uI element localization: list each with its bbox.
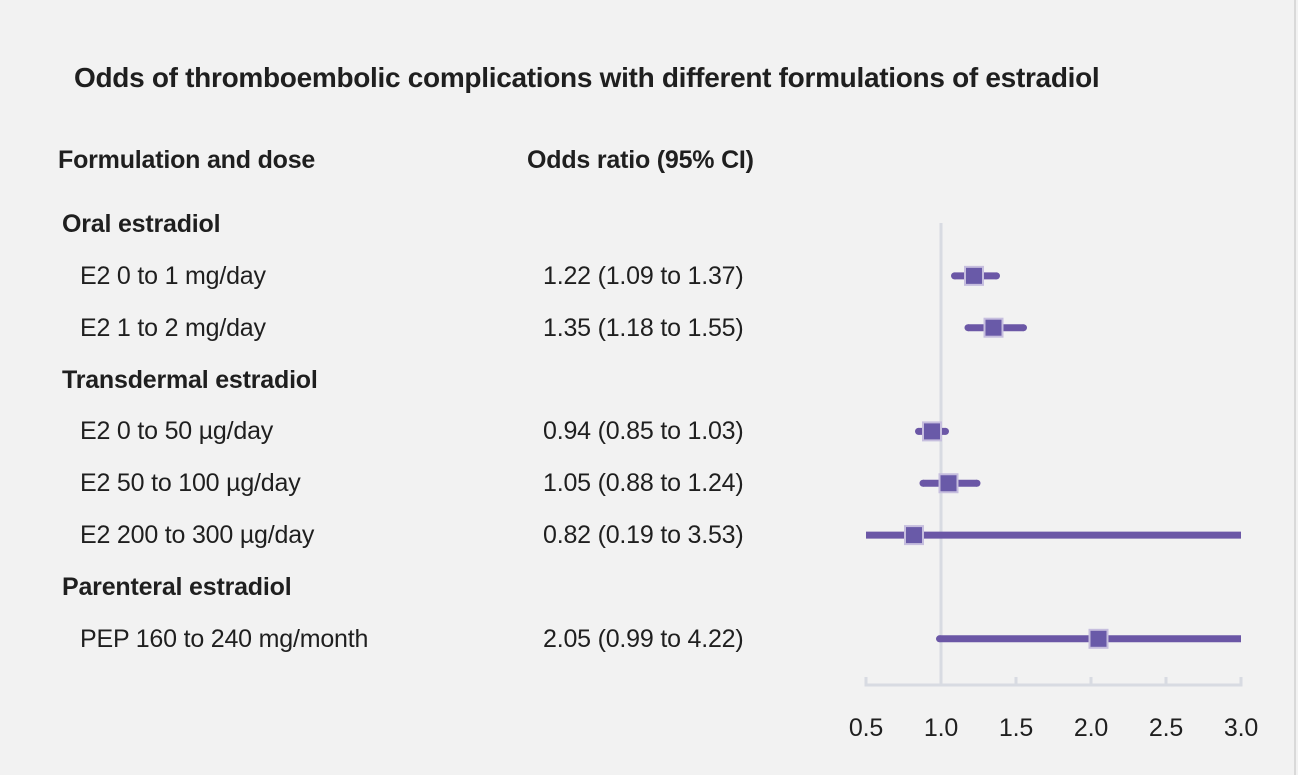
item-row: E2 1 to 2 mg/day 1.35 (1.18 to 1.55) — [0, 302, 860, 354]
ci-cap-low — [919, 479, 927, 487]
ci-cap-low — [936, 635, 943, 643]
odds-ratio-value: 0.94 (0.85 to 1.03) — [543, 417, 744, 446]
chart-title: Odds of thromboembolic complications wit… — [74, 62, 1100, 93]
ci-cap-high — [993, 272, 1000, 280]
item-row: E2 0 to 50 µg/day 0.94 (0.85 to 1.03) — [0, 405, 860, 457]
odds-ratio-value: 1.22 (1.09 to 1.37) — [543, 261, 744, 290]
point-estimate-marker — [983, 317, 1004, 338]
x-axis-tick-label: 1.5 — [999, 714, 1033, 742]
ci-cap-low — [964, 324, 972, 332]
group-row: Transdermal estradiol — [0, 354, 860, 406]
ci-cap-high — [942, 427, 949, 435]
odds-ratio-value: 1.05 (0.88 to 1.24) — [543, 469, 744, 498]
point-estimate-marker — [922, 421, 942, 442]
group-row: Oral estradiol — [0, 198, 860, 250]
item-label: E2 50 to 100 µg/day — [80, 469, 301, 498]
group-label: Transdermal estradiol — [62, 365, 318, 394]
point-estimate-marker — [938, 473, 959, 494]
odds-ratio-value: 1.35 (1.18 to 1.55) — [543, 313, 744, 342]
odds-ratio-value: 0.82 (0.19 to 3.53) — [543, 521, 744, 550]
x-axis-tick-label: 3.0 — [1224, 714, 1258, 742]
ci-cap-high — [1020, 324, 1027, 332]
column-header-odds-ratio: Odds ratio (95% CI) — [527, 146, 754, 174]
ci-cap-low — [951, 272, 958, 280]
group-label: Parenteral estradiol — [62, 572, 292, 601]
x-axis-tick-label: 2.0 — [1074, 714, 1108, 742]
ci-cap-high — [973, 479, 981, 487]
point-estimate-marker — [964, 265, 984, 286]
item-row: E2 0 to 1 mg/day 1.22 (1.09 to 1.37) — [0, 250, 860, 302]
x-axis-tick-label: 2.5 — [1149, 714, 1183, 742]
group-row: Parenteral estradiol — [0, 561, 860, 613]
item-label: E2 1 to 2 mg/day — [80, 313, 266, 342]
item-label: E2 0 to 1 mg/day — [80, 261, 266, 290]
point-estimate-marker — [904, 525, 924, 546]
item-label: E2 200 to 300 µg/day — [80, 521, 315, 550]
ci-cap-low — [915, 427, 922, 435]
x-axis-tick-label: 1.0 — [924, 714, 958, 742]
item-label: PEP 160 to 240 mg/month — [80, 624, 369, 653]
item-label: E2 0 to 50 µg/day — [80, 417, 274, 446]
point-estimate-marker — [1088, 628, 1109, 649]
item-row: E2 200 to 300 µg/day 0.82 (0.19 to 3.53) — [0, 509, 860, 561]
x-axis-tick-label: 0.5 — [849, 714, 883, 742]
item-row: E2 50 to 100 µg/day 1.05 (0.88 to 1.24) — [0, 457, 860, 509]
group-label: Oral estradiol — [62, 210, 221, 238]
item-row: PEP 160 to 240 mg/month 2.05 (0.99 to 4.2… — [0, 613, 860, 665]
odds-ratio-value: 2.05 (0.99 to 4.22) — [543, 624, 744, 653]
column-header-formulation: Formulation and dose — [58, 146, 316, 174]
